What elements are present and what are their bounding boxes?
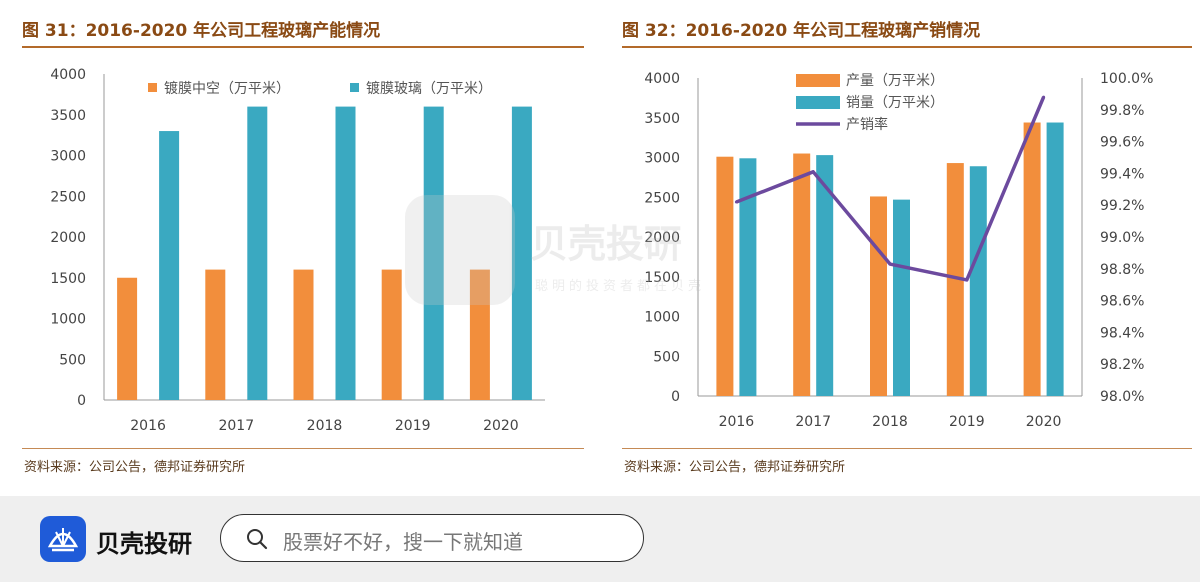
y2-tick-label: 98.4% (1100, 325, 1144, 341)
y2-tick-label: 98.0% (1100, 389, 1144, 405)
bar-coated-insulated (293, 269, 314, 400)
capacity-chart: 0 500 1000 1500 2000 2500 3000 3500 4000 2016 2017… (50, 67, 545, 434)
y-tick-label: 1500 (644, 270, 680, 286)
y-tick-label: 2000 (50, 230, 86, 246)
bar-production (793, 153, 811, 396)
legend-label: 镀膜中空（万平米） (164, 80, 290, 97)
y-tick-label: 0 (671, 389, 680, 405)
y2-tick-label: 98.6% (1100, 294, 1144, 310)
y2-tick-label: 99.2% (1100, 198, 1144, 214)
x-tick-label: 2016 (719, 414, 755, 430)
y-tick-label: 500 (653, 349, 680, 365)
sales-chart: 0 500 1000 1500 2000 2500 3000 3500 4000 98.0% 98.… (644, 71, 1153, 430)
y2-tick-label: 98.8% (1100, 262, 1144, 278)
bar-coated-glass (247, 106, 268, 400)
y2-tick-label: 99.8% (1100, 103, 1144, 119)
bar-coated-insulated (381, 269, 402, 400)
bar-coated-insulated (205, 269, 226, 400)
bar-sales (893, 199, 910, 396)
bar-production (946, 163, 964, 396)
x-tick-label: 2017 (795, 414, 831, 430)
y-tick-label: 4000 (644, 71, 680, 87)
x-tick-label: 2020 (1026, 414, 1062, 430)
bar-production (870, 196, 887, 396)
y-tick-label: 3500 (644, 111, 680, 127)
legend-label: 销量（万平米） (846, 95, 944, 111)
sales-source-note: 资料来源：公司公告，德邦证券研究所 (624, 460, 846, 475)
x-tick-label: 2019 (949, 414, 985, 430)
bar-coated-glass (511, 106, 532, 400)
y-tick-label: 1000 (50, 312, 86, 328)
y2-tick-label: 99.6% (1100, 135, 1144, 151)
point-sales-ratio (1042, 95, 1046, 99)
shell-logo-icon[interactable] (40, 516, 86, 562)
y2-tick-label: 99.0% (1100, 230, 1144, 246)
bar-coated-glass (159, 131, 180, 401)
y-tick-label: 0 (77, 393, 86, 409)
legend-swatch (148, 83, 157, 92)
y-tick-label: 2500 (50, 189, 86, 205)
bar-sales (816, 155, 834, 396)
bar-production (716, 156, 734, 396)
legend-label: 镀膜玻璃（万平米） (366, 80, 492, 97)
search-icon (247, 529, 268, 550)
y-tick-label: 2000 (644, 230, 680, 246)
source-divider (622, 448, 1192, 449)
y2-tick-label: 100.0% (1100, 71, 1153, 87)
legend-swatch (350, 83, 359, 92)
bar-sales (969, 166, 987, 396)
point-sales-ratio (965, 278, 969, 282)
x-tick-label: 2016 (130, 418, 166, 434)
x-tick-label: 2017 (218, 418, 254, 434)
line-sales-ratio (735, 96, 1046, 282)
bar-coated-insulated (469, 269, 490, 400)
y-tick-label: 2500 (644, 190, 680, 206)
y-tick-label: 1000 (644, 310, 680, 326)
y-tick-label: 4000 (50, 67, 86, 83)
source-divider (22, 448, 584, 449)
title-divider (22, 46, 584, 48)
sales-chart-title: 图 32：2016-2020 年公司工程玻璃产销情况 (622, 21, 981, 41)
bar-coated-insulated (117, 277, 138, 400)
y-tick-label: 3500 (50, 108, 86, 124)
legend-swatch (796, 74, 840, 87)
legend-label: 产销率 (846, 116, 888, 133)
legend-swatch (796, 96, 840, 109)
x-tick-label: 2020 (483, 418, 519, 434)
bar-sales (739, 158, 757, 396)
capacity-source-note: 资料来源：公司公告，德邦证券研究所 (24, 460, 246, 475)
capacity-chart-title: 图 31：2016-2020 年公司工程玻璃产能情况 (22, 21, 381, 41)
point-sales-ratio (888, 262, 892, 266)
y2-tick-label: 98.2% (1100, 357, 1144, 373)
search-placeholder: 股票好不好，搜一下就知道 (283, 530, 523, 554)
point-sales-ratio (734, 200, 738, 204)
x-tick-label: 2018 (872, 414, 908, 430)
legend-label: 产量（万平米） (846, 73, 944, 89)
x-tick-label: 2018 (307, 418, 343, 434)
bar-coated-glass (335, 106, 356, 400)
y-tick-label: 3000 (50, 149, 86, 165)
x-tick-label: 2019 (395, 418, 431, 434)
y-tick-label: 3000 (644, 151, 680, 167)
y-tick-label: 500 (59, 352, 86, 368)
y-tick-label: 1500 (50, 271, 86, 287)
bar-sales (1046, 122, 1064, 397)
app-name: 贝壳投研 (96, 530, 192, 558)
title-divider (622, 46, 1192, 48)
y2-tick-label: 99.4% (1100, 166, 1144, 182)
bar-coated-glass (423, 106, 444, 400)
app-banner: 贝壳投研 股票好不好，搜一下就知道 (0, 496, 1200, 582)
search-input[interactable]: 股票好不好，搜一下就知道 (220, 514, 644, 562)
bar-production (1023, 122, 1041, 397)
point-sales-ratio (811, 170, 815, 174)
